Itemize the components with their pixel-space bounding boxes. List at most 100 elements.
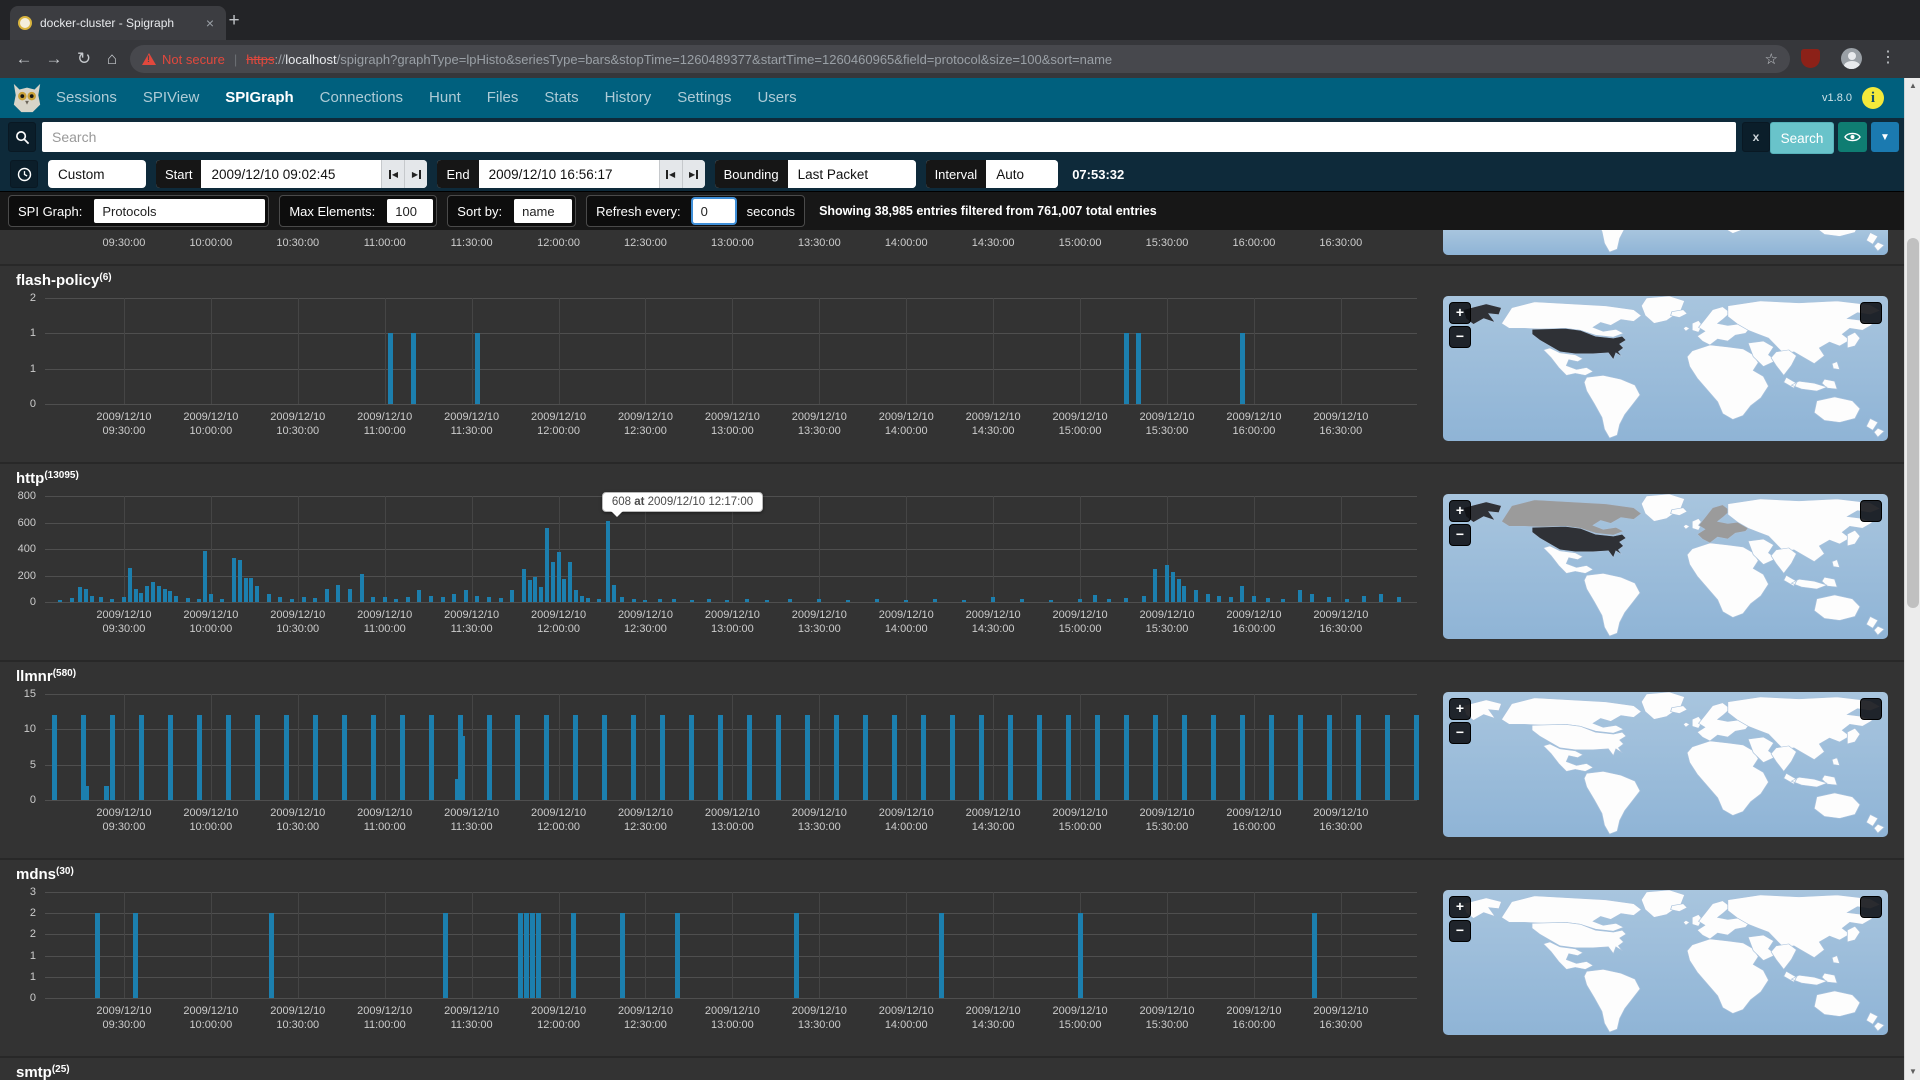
- search-options-caret-icon[interactable]: ▼: [1871, 122, 1899, 152]
- protocol-chart-llmnr[interactable]: [45, 694, 1417, 800]
- map-expand-icon[interactable]: [1860, 500, 1882, 522]
- y-axis-tick: 1: [0, 950, 36, 962]
- chart-bar: [249, 578, 253, 602]
- chart-bar: [1093, 595, 1097, 602]
- extension-icon[interactable]: [1801, 49, 1820, 68]
- chart-bar: [460, 736, 465, 800]
- chart-bar: [360, 574, 364, 602]
- home-icon[interactable]: ⌂: [100, 47, 124, 71]
- nav-item-stats[interactable]: Stats: [544, 89, 578, 106]
- x-axis-tick: 12:00:00: [521, 236, 597, 250]
- end-time-input[interactable]: 2009/12/10 16:56:17: [479, 160, 659, 188]
- chart-bar: [580, 596, 584, 602]
- scrollbar-up-icon[interactable]: ▲: [1905, 78, 1920, 94]
- bookmark-star-icon[interactable]: ☆: [1765, 50, 1778, 68]
- world-map-partial[interactable]: [1443, 230, 1888, 255]
- chart-bar: [991, 597, 995, 602]
- y-axis-tick: 600: [0, 517, 36, 529]
- nav-item-history[interactable]: History: [605, 89, 652, 106]
- end-step-back-button[interactable]: ◀: [659, 160, 682, 188]
- search-input[interactable]: [42, 122, 1736, 152]
- chart-bar: [950, 715, 955, 800]
- refresh-input[interactable]: 0: [693, 199, 735, 223]
- chart-bar: [1281, 599, 1285, 602]
- nav-item-connections[interactable]: Connections: [320, 89, 403, 106]
- bounding-select[interactable]: Last Packet: [788, 160, 916, 188]
- chart-bar: [658, 599, 662, 602]
- browser-menu-icon[interactable]: ⋮: [1880, 47, 1896, 67]
- spi-graph-select[interactable]: Protocols: [94, 199, 265, 223]
- not-secure-label[interactable]: Not secure: [162, 52, 225, 67]
- nav-item-sessions[interactable]: Sessions: [56, 89, 117, 106]
- chart-bar: [1165, 565, 1169, 602]
- nav-item-spiview[interactable]: SPIView: [143, 89, 199, 106]
- scrollbar-down-icon[interactable]: ▼: [1905, 1064, 1920, 1080]
- chart-bar: [388, 333, 393, 404]
- new-tab-button[interactable]: +: [222, 10, 246, 32]
- chart-bar: [1345, 599, 1349, 602]
- url-path: /spigraph?graphType=lpHisto&seriesType=b…: [337, 52, 1113, 67]
- map-zoom-out-button[interactable]: −: [1449, 920, 1471, 942]
- map-expand-icon[interactable]: [1860, 698, 1882, 720]
- start-step-back-button[interactable]: ◀: [381, 160, 404, 188]
- nav-item-users[interactable]: Users: [757, 89, 796, 106]
- address-bar[interactable]: Not secure | https://localhost/spigraph?…: [130, 45, 1790, 73]
- max-elements-input[interactable]: 100: [387, 199, 433, 223]
- nav-item-spigraph[interactable]: SPIGraph: [225, 89, 293, 106]
- sort-by-select[interactable]: name: [514, 199, 572, 223]
- chart-bar: [620, 597, 624, 602]
- scrollbar-thumb[interactable]: [1907, 238, 1919, 608]
- map-zoom-out-button[interactable]: −: [1449, 722, 1471, 744]
- page-scrollbar[interactable]: ▲ ▼: [1904, 78, 1920, 1080]
- map-zoom-out-button[interactable]: −: [1449, 326, 1471, 348]
- chart-bar: [904, 600, 908, 602]
- chart-bar: [747, 715, 752, 800]
- reload-icon[interactable]: ↻: [72, 47, 96, 71]
- browser-tab[interactable]: docker-cluster - Spigraph ×: [10, 6, 226, 40]
- nav-item-hunt[interactable]: Hunt: [429, 89, 461, 106]
- forward-icon[interactable]: →: [42, 47, 66, 71]
- map-zoom-in-button[interactable]: +: [1449, 302, 1471, 324]
- chart-bar: [1414, 715, 1419, 800]
- x-axis-tick: 14:30:00: [955, 236, 1031, 250]
- map-zoom-in-button[interactable]: +: [1449, 500, 1471, 522]
- map-zoom-in-button[interactable]: +: [1449, 698, 1471, 720]
- profile-avatar-icon[interactable]: [1841, 48, 1862, 69]
- eye-view-button[interactable]: [1838, 122, 1867, 152]
- info-icon[interactable]: i: [1862, 87, 1884, 109]
- back-icon[interactable]: ←: [12, 47, 36, 71]
- time-range-select[interactable]: Custom: [48, 160, 146, 188]
- start-time-input[interactable]: 2009/12/10 09:02:45: [201, 160, 381, 188]
- end-step-forward-button[interactable]: ▶: [682, 160, 705, 188]
- world-map[interactable]: +−: [1443, 692, 1888, 837]
- chart-bar: [606, 521, 610, 602]
- world-map[interactable]: +−: [1443, 494, 1888, 639]
- search-button[interactable]: Search: [1770, 122, 1834, 154]
- map-zoom-in-button[interactable]: +: [1449, 896, 1471, 918]
- nav-item-settings[interactable]: Settings: [677, 89, 731, 106]
- tab-close-icon[interactable]: ×: [202, 15, 218, 31]
- search-icon[interactable]: [8, 122, 36, 152]
- x-axis-tick: 15:00:00: [1042, 236, 1118, 250]
- chart-bar: [1362, 596, 1366, 602]
- interval-select[interactable]: Auto: [986, 160, 1058, 188]
- map-expand-icon[interactable]: [1860, 896, 1882, 918]
- chart-bar: [139, 593, 143, 602]
- nav-item-files[interactable]: Files: [487, 89, 519, 106]
- section-mdns: mdns(30)3221102009/12/1009:30:002009/12/…: [0, 858, 1904, 1056]
- start-step-forward-button[interactable]: ▶: [404, 160, 427, 188]
- map-expand-icon[interactable]: [1860, 302, 1882, 324]
- map-zoom-out-button[interactable]: −: [1449, 524, 1471, 546]
- x-axis-tick: 2009/12/1015:30:00: [1129, 806, 1205, 834]
- protocol-chart-mdns[interactable]: [45, 892, 1417, 998]
- chart-bar: [1298, 590, 1302, 602]
- clear-search-icon[interactable]: x: [1742, 122, 1770, 152]
- url-divider: |: [234, 52, 237, 67]
- chart-bar: [186, 598, 190, 602]
- y-axis-tick: 3: [0, 886, 36, 898]
- protocol-chart-flash-policy[interactable]: [45, 298, 1417, 404]
- protocol-title: llmnr(580): [16, 668, 76, 685]
- world-map[interactable]: +−: [1443, 296, 1888, 441]
- world-map[interactable]: +−: [1443, 890, 1888, 1035]
- chart-bar: [226, 715, 231, 800]
